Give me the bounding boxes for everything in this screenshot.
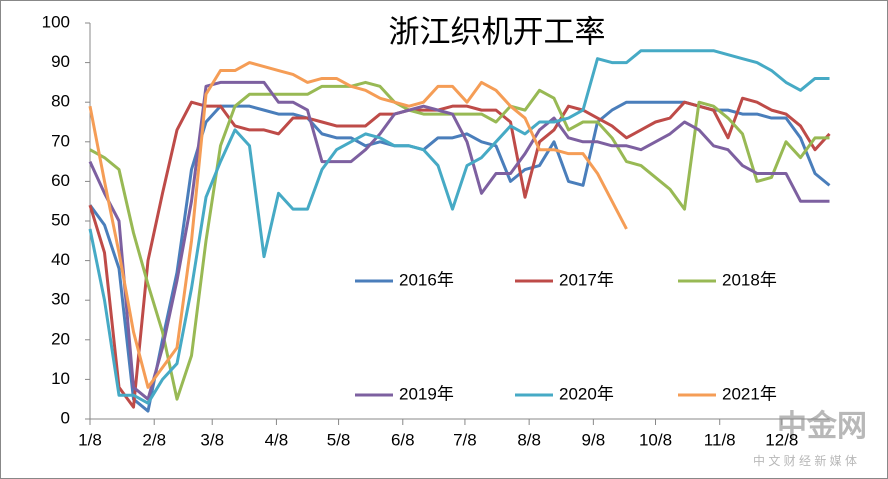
x-tick-label: 6/8 [391,430,415,449]
y-tick-label: 90 [51,52,70,71]
legend-label: 2019年 [399,384,454,403]
y-tick-label: 40 [51,250,70,269]
x-tick-label: 2/8 [142,430,166,449]
x-tick-label: 10/8 [639,430,672,449]
legend-label: 2021年 [722,384,777,403]
x-tick-label: 11/8 [704,430,736,449]
x-tick-label: 3/8 [200,430,224,449]
x-tick-label: 5/8 [327,430,351,449]
legend-label: 2017年 [559,270,614,289]
y-tick-label: 10 [51,369,70,388]
y-tick-label: 60 [51,171,70,190]
x-tick-label: 7/8 [453,430,477,449]
x-tick-label: 8/8 [517,430,541,449]
watermark-tagline: 中 文 财 经 新 媒 体 [753,453,857,468]
series-line [88,96,831,409]
x-tick-label: 1/8 [78,430,102,449]
y-tick-label: 20 [51,329,70,348]
watermark: 中金网 [777,409,867,443]
y-tick-label: 30 [51,290,70,309]
y-tick-label: 80 [51,92,70,111]
y-tick-label: 0 [61,408,70,427]
x-tick-label: 9/8 [582,430,606,449]
series-line [88,61,628,389]
y-tick-label: 100 [42,12,70,31]
chart-title: 浙江织机开工率 [389,15,606,51]
x-tick-label: 12/8 [765,430,798,449]
legend-label: 2016年 [399,270,454,289]
y-tick-label: 50 [51,210,70,229]
x-tick-label: 4/8 [265,430,289,449]
y-tick-label: 70 [51,131,70,150]
series-line [88,49,830,405]
legend-label: 2020年 [559,384,614,403]
legend-label: 2018年 [722,270,777,289]
series-line [89,80,830,401]
